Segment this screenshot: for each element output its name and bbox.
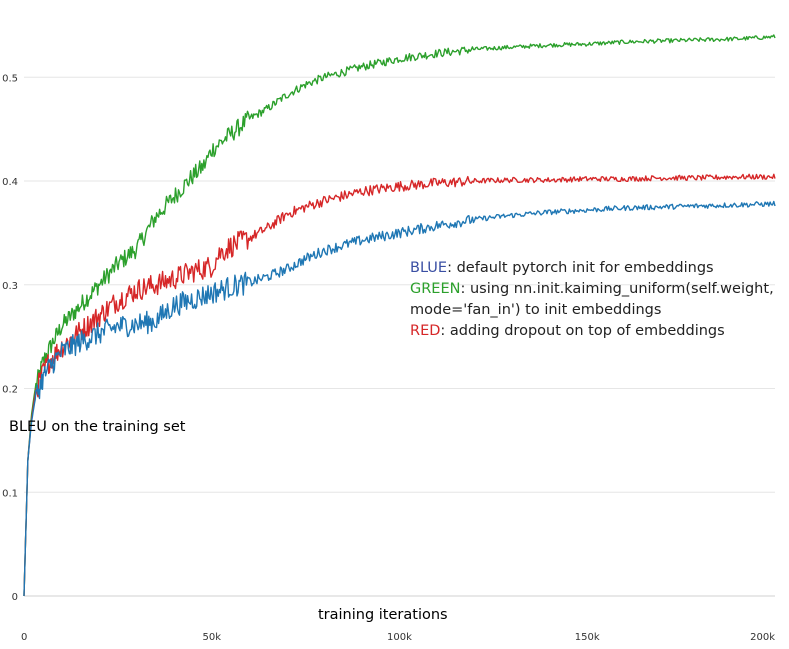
axis-labels: BLEU on the training set training iterat… xyxy=(9,419,448,623)
legend-line: RED: adding dropout on top of embeddings xyxy=(410,323,725,339)
legend-key: GREEN xyxy=(410,281,460,297)
series-line-2 xyxy=(23,200,776,597)
y-tick-label: 0.1 xyxy=(2,488,18,499)
legend-text: : default pytorch init for embeddings xyxy=(447,260,714,276)
legend-key: BLUE xyxy=(410,260,447,276)
legend-line: BLUE: default pytorch init for embedding… xyxy=(410,260,714,276)
y-axis-label: BLEU on the training set xyxy=(9,419,186,435)
y-tick-label: 0 xyxy=(12,592,18,603)
legend-line: mode='fan_in') to init embeddings xyxy=(410,302,661,318)
x-tick-label: 0 xyxy=(21,632,27,643)
y-tick-label: 0.3 xyxy=(2,281,18,292)
legend-key: RED xyxy=(410,323,440,339)
y-tick-label: 0.2 xyxy=(2,385,18,396)
x-axis-label: training iterations xyxy=(318,607,448,623)
x-tick-label: 150k xyxy=(575,632,600,643)
legend-annotation: BLUE: default pytorch init for embedding… xyxy=(410,260,774,339)
y-tick-label: 0.5 xyxy=(2,73,18,84)
y-tick-label: 0.4 xyxy=(2,177,18,188)
legend-line: GREEN: using nn.init.kaiming_uniform(sel… xyxy=(410,281,774,297)
x-tick-label: 50k xyxy=(202,632,221,643)
series-line-0 xyxy=(23,34,776,597)
axes: 0 0.1 0.2 0.3 0.4 0.5 0 50k 100k 150k 200k xyxy=(2,73,775,643)
x-tick-label: 100k xyxy=(387,632,412,643)
x-tick-label: 200k xyxy=(750,632,775,643)
legend-text: : adding dropout on top of embeddings xyxy=(440,323,724,339)
legend-text: : using nn.init.kaiming_uniform(self.wei… xyxy=(460,281,773,297)
legend-text: mode='fan_in') to init embeddings xyxy=(410,302,661,318)
series-line-1 xyxy=(23,173,776,597)
series-lines xyxy=(23,34,776,597)
